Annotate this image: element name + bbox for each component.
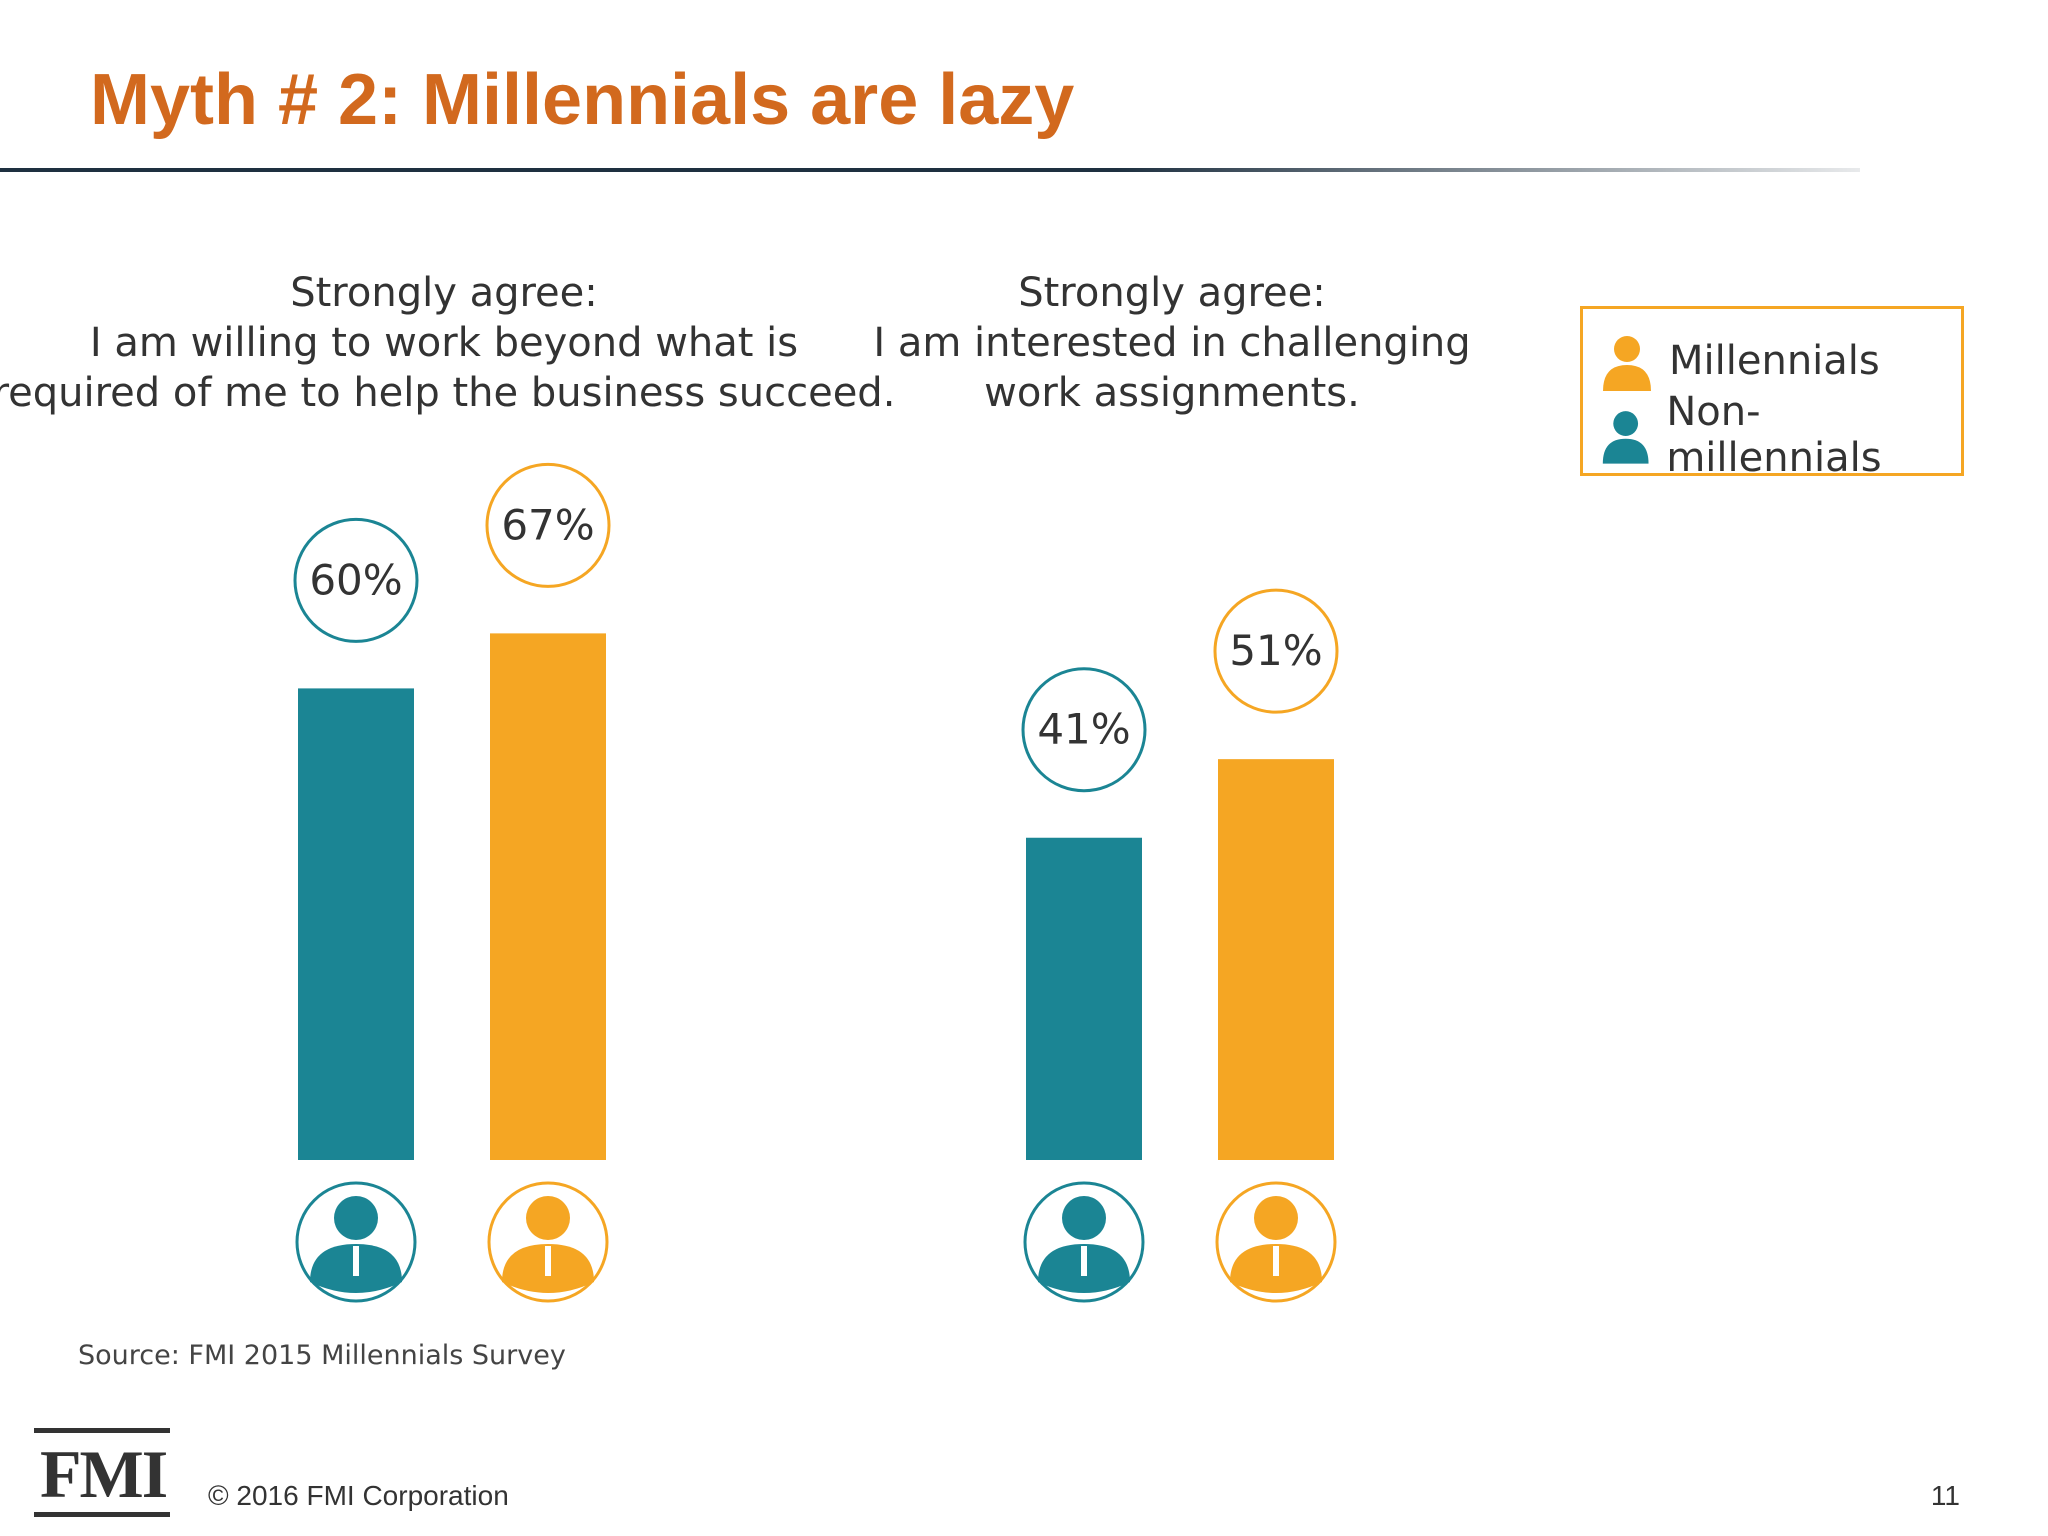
- data-label: 67%: [501, 500, 594, 549]
- bar-non-millennials: [1026, 837, 1142, 1160]
- legend-label: Millennials: [1669, 338, 1880, 384]
- person-icon-tie: [1273, 1246, 1279, 1276]
- logo-text: FMI: [40, 1436, 168, 1512]
- bar-millennials: [490, 633, 606, 1160]
- data-label: 60%: [309, 555, 402, 604]
- value-bubble: [1213, 588, 1339, 714]
- data-label: 41%: [1037, 705, 1130, 754]
- person-icon: [1603, 336, 1651, 391]
- logo-bottom-bar: [34, 1512, 170, 1517]
- value-bubble: [1021, 667, 1147, 793]
- legend: Millennials Non-millennials: [1580, 306, 1964, 481]
- slide-title: Myth # 2: Millennials are lazy: [90, 60, 1075, 140]
- chart-title-line: work assignments.: [984, 370, 1360, 416]
- person-icon-tie: [545, 1246, 551, 1276]
- person-icon-head: [1254, 1196, 1298, 1240]
- legend-item-millennials: Millennials: [1599, 329, 1880, 393]
- copyright: © 2016 FMI Corporation: [208, 1480, 509, 1511]
- chart-title-line: I am willing to work beyond what is: [90, 320, 798, 366]
- value-bubble: [485, 462, 611, 588]
- logo-top-bar: [34, 1428, 170, 1433]
- legend-label: Non-millennials: [1666, 389, 1882, 481]
- chart-title-line: required of me to help the business succ…: [0, 370, 895, 416]
- chart-title-line: Strongly agree:: [290, 270, 598, 316]
- page-number: 11: [1930, 1480, 1960, 1511]
- chart-title-line: Strongly agree:: [1018, 270, 1326, 316]
- source-note: Source: FMI 2015 Millennials Survey: [78, 1340, 566, 1371]
- bar-millennials: [1218, 759, 1334, 1160]
- person-icon-head: [526, 1196, 570, 1240]
- data-label: 51%: [1229, 626, 1322, 675]
- person-icon-head: [1062, 1196, 1106, 1240]
- person-icon-tie: [1081, 1246, 1087, 1276]
- fmi-logo: FMI: [34, 1428, 170, 1518]
- person-icon-tie: [353, 1246, 359, 1276]
- value-bubble: [293, 517, 419, 643]
- legend-item-non-millennials: Non-millennials: [1599, 389, 1961, 481]
- bar-non-millennials: [298, 688, 414, 1160]
- person-icon-head: [334, 1196, 378, 1240]
- chart-title-line: I am interested in challenging: [873, 320, 1470, 366]
- title-divider: [0, 168, 1860, 172]
- person-icon: [1602, 411, 1649, 464]
